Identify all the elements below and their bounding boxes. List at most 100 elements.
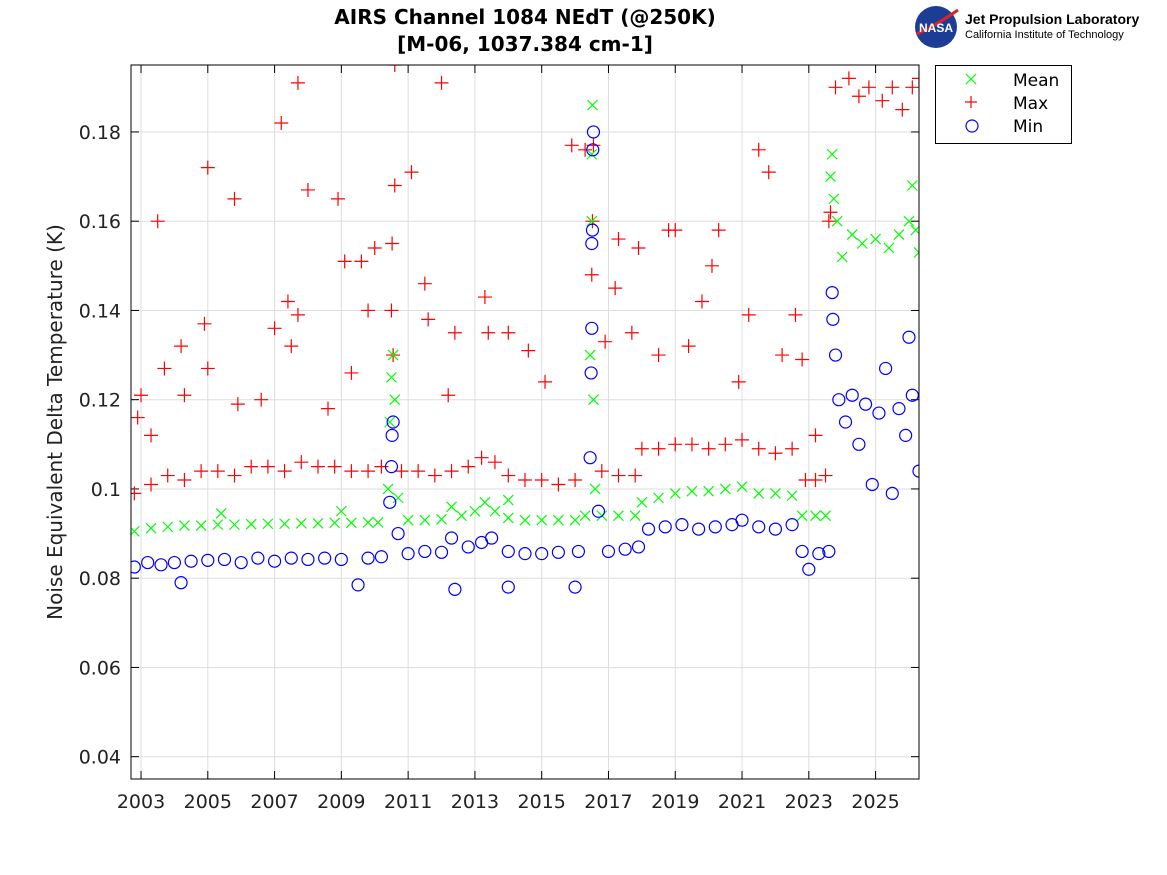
marker-mean: [312, 517, 324, 529]
marker-max: [823, 205, 838, 220]
marker-mean: [769, 487, 781, 499]
marker-max: [131, 486, 142, 501]
marker-min: [461, 540, 475, 554]
marker-max: [385, 236, 400, 251]
y-tick-label: 0.18: [79, 122, 121, 144]
marker-mean: [831, 215, 843, 227]
marker-mean: [479, 496, 491, 508]
marker-min: [334, 552, 348, 567]
marker-min: [591, 504, 606, 518]
marker-max: [144, 428, 159, 443]
marker-min: [795, 544, 809, 559]
marker-max: [477, 290, 492, 305]
marker-min: [752, 520, 766, 534]
marker-mean: [402, 514, 414, 526]
marker-min: [832, 393, 846, 407]
marker-max: [411, 464, 426, 479]
marker-max: [701, 441, 716, 456]
marker-mean: [446, 501, 457, 513]
x-tick-label: 2025: [851, 791, 899, 813]
svg-text:NASA: NASA: [919, 21, 953, 35]
marker-min: [826, 312, 840, 326]
chart-title: AIRS Channel 1084 NEdT (@250K): [334, 5, 716, 29]
marker-min: [391, 526, 405, 541]
marker-max: [131, 410, 145, 425]
marker-min: [905, 388, 919, 402]
marker-max: [260, 459, 275, 474]
marker-min: [154, 558, 168, 572]
marker-mean: [389, 394, 401, 406]
marker-max: [761, 165, 776, 180]
marker-max: [300, 182, 315, 197]
marker-min: [234, 555, 248, 570]
marker-mean: [262, 518, 274, 530]
marker-max: [785, 441, 800, 456]
marker-mean: [796, 510, 808, 522]
plus-marker-icon: [965, 96, 977, 108]
marker-min: [828, 348, 843, 362]
marker-max: [684, 437, 699, 452]
marker-max: [828, 80, 843, 95]
marker-max: [568, 473, 583, 488]
marker-max: [611, 468, 626, 483]
marker-min: [872, 406, 886, 420]
x-tick-label: 2021: [718, 791, 766, 813]
marker-max: [788, 307, 803, 322]
marker-max: [651, 348, 666, 363]
marker-mean: [536, 514, 548, 526]
marker-max: [177, 473, 192, 488]
marker-max: [875, 93, 890, 108]
marker-max: [310, 459, 325, 474]
marker-min: [822, 544, 836, 559]
marker-max: [608, 281, 623, 296]
marker-max: [387, 65, 402, 72]
marker-mean: [145, 522, 157, 534]
marker-max: [795, 352, 810, 367]
marker-min: [351, 578, 365, 592]
x-tick-label: 2023: [785, 791, 833, 813]
marker-min: [131, 560, 141, 574]
marker-min: [879, 361, 893, 376]
marker-max: [821, 214, 836, 229]
marker-max: [518, 473, 532, 488]
marker-min: [618, 542, 632, 556]
marker-max: [501, 325, 516, 340]
marker-mean: [856, 238, 868, 249]
marker-max: [594, 464, 609, 479]
marker-min: [708, 520, 722, 534]
marker-max: [434, 75, 449, 90]
x-tick-label: 2007: [250, 791, 298, 813]
marker-mean: [629, 510, 641, 522]
marker-min: [518, 547, 532, 561]
y-tick-label: 0.1: [91, 479, 121, 501]
marker-min: [571, 544, 586, 559]
marker-min: [501, 544, 515, 559]
marker-min: [892, 402, 906, 416]
marker-min: [551, 545, 565, 559]
marker-mean: [519, 514, 531, 526]
marker-max: [578, 142, 593, 157]
marker-mean: [552, 514, 564, 526]
marker-min: [692, 522, 706, 536]
marker-max: [174, 339, 189, 354]
marker-max: [631, 240, 646, 255]
marker-mean: [469, 505, 481, 517]
marker-max: [321, 401, 335, 416]
marker-min: [217, 552, 232, 567]
marker-max: [200, 361, 215, 376]
marker-min: [865, 477, 879, 492]
marker-max: [538, 374, 553, 389]
marker-max: [501, 468, 516, 483]
marker-min: [812, 547, 826, 561]
marker-max: [775, 348, 790, 363]
marker-min: [585, 236, 599, 251]
marker-max: [598, 334, 613, 349]
marker-mean: [419, 514, 431, 526]
marker-max: [808, 473, 823, 488]
marker-max: [718, 437, 733, 452]
marker-max: [197, 316, 212, 331]
marker-min: [585, 321, 599, 335]
marker-max: [564, 138, 579, 153]
marker-max: [227, 468, 242, 483]
